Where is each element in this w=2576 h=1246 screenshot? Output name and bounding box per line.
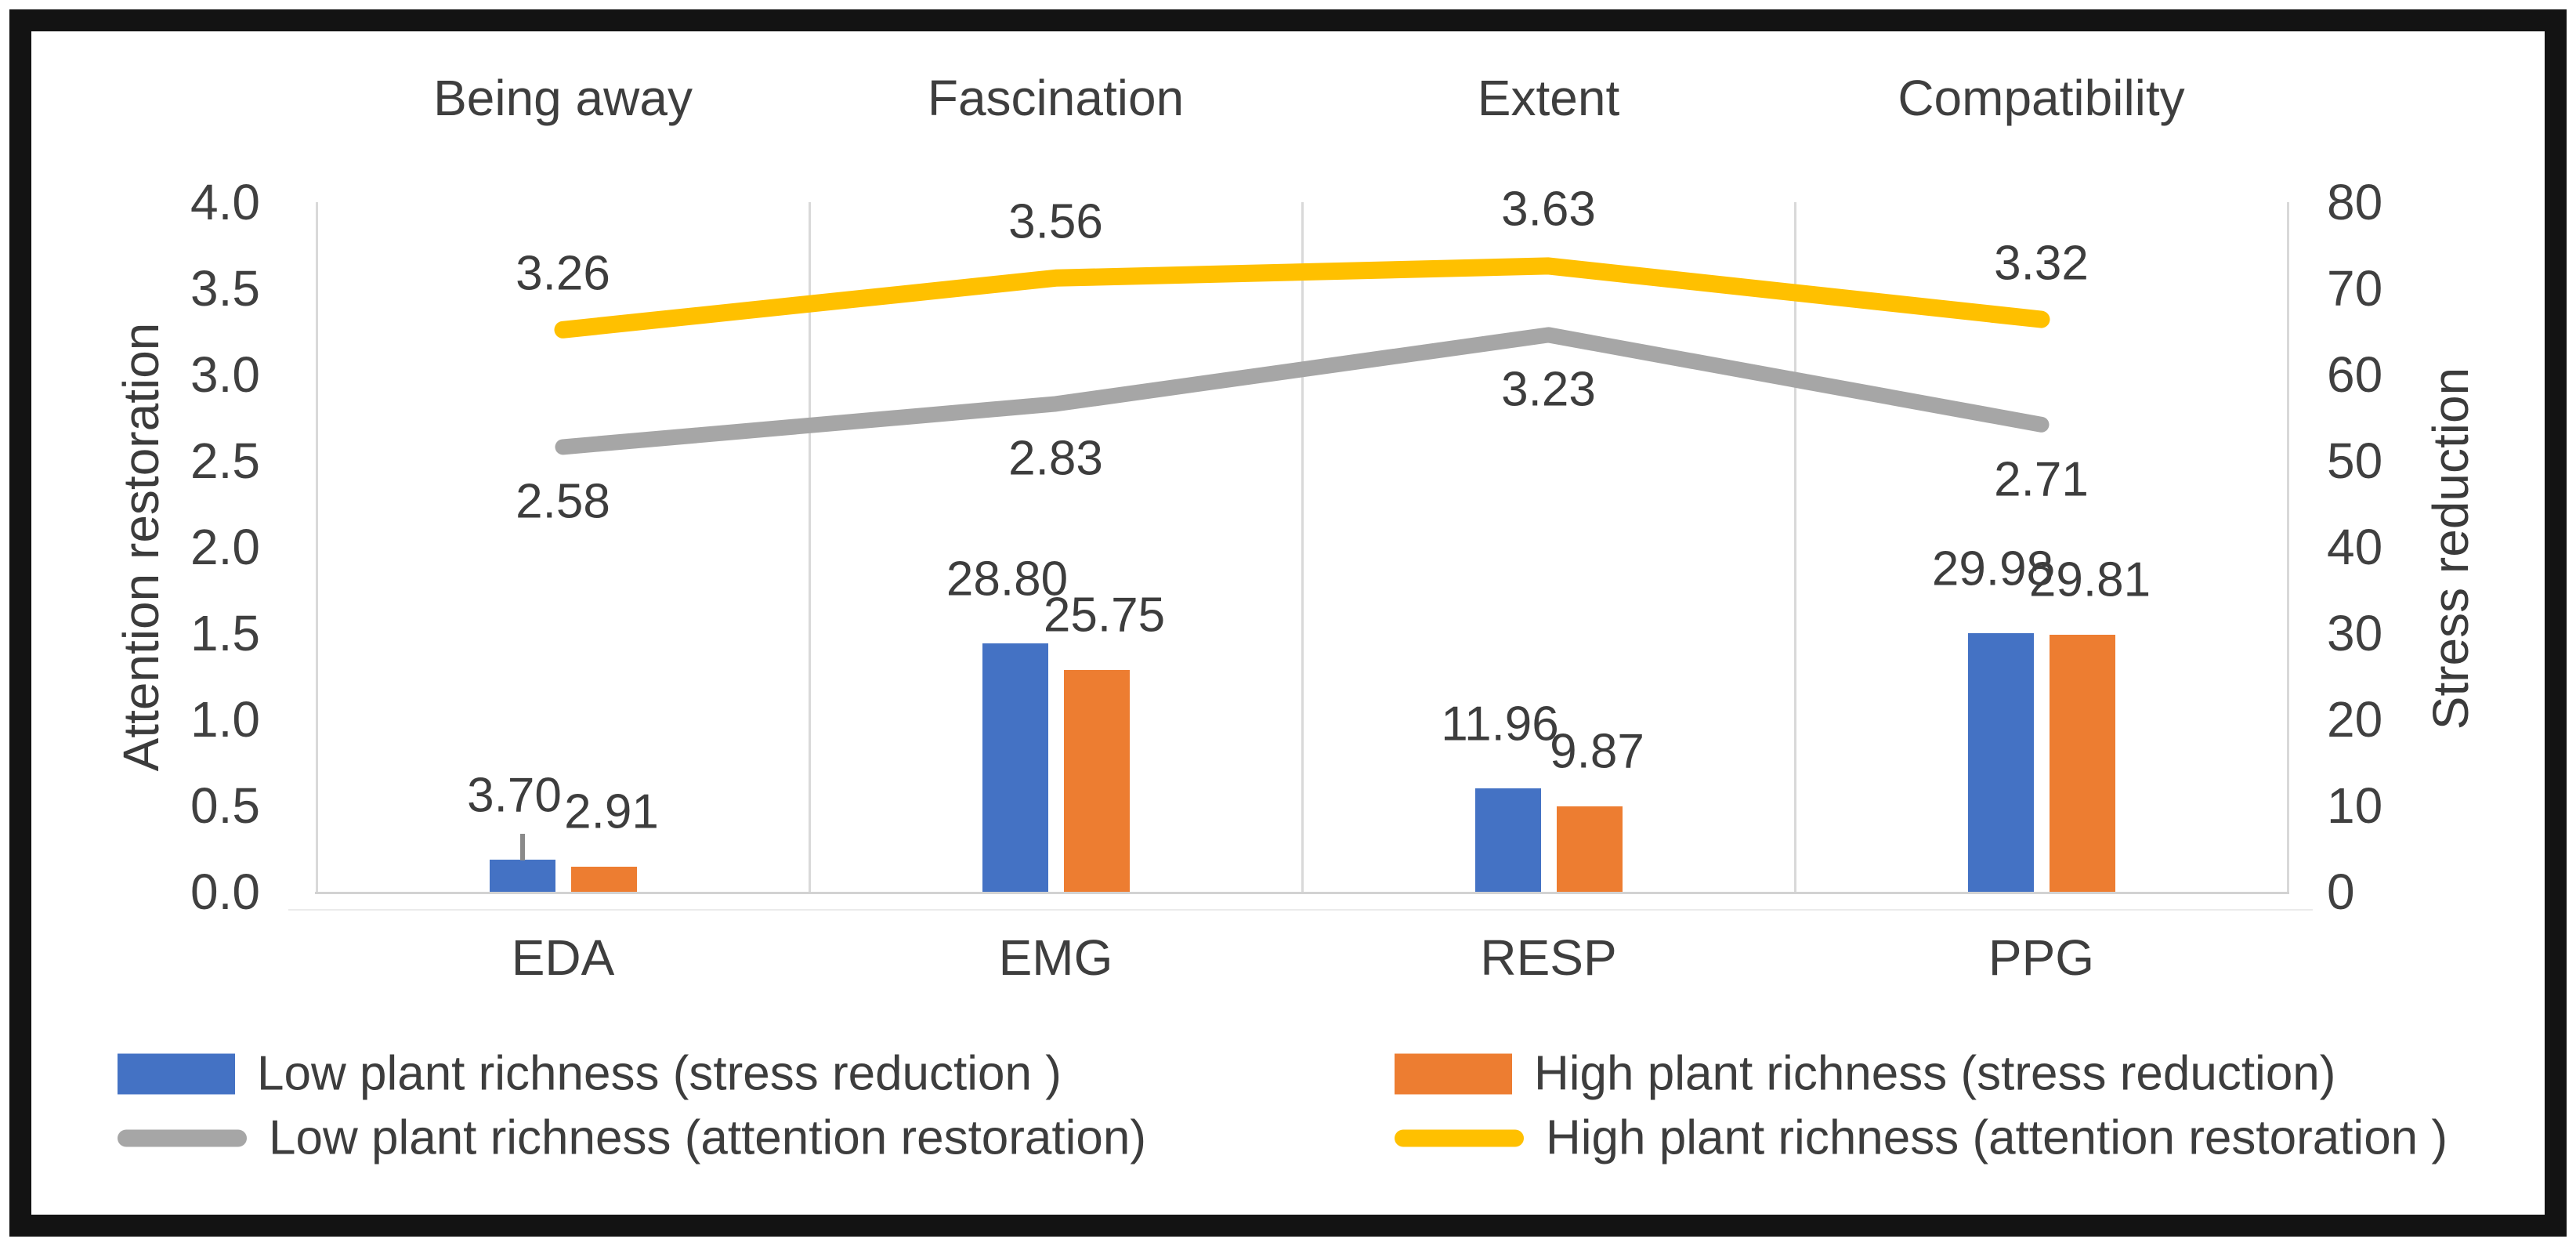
bar-low-plant-richness-stress-reduction-ppg <box>1967 633 2034 892</box>
legend-label: Low plant richness (attention restoratio… <box>269 1110 1147 1165</box>
x-axis-line <box>315 892 2289 894</box>
bar-low-plant-richness-stress-reduction-eda <box>489 860 555 892</box>
x-axis-label-ppg: PPG <box>1988 929 2095 986</box>
bar-low-plant-richness-stress-reduction-emg <box>982 643 1048 892</box>
left-axis-tick-1.0: 1.0 <box>190 691 260 748</box>
x-axis-label-resp: RESP <box>1480 929 1617 986</box>
left-axis-tick-1.5: 1.5 <box>190 605 260 661</box>
bar-high-plant-richness-stress-reduction-resp <box>1556 806 1623 892</box>
vertical-gridline <box>316 202 318 892</box>
legend-line-swatch-low-plant-richness-attention-restoration <box>118 1129 247 1146</box>
legend-bar-swatch-high-plant-richness-stress-reduction <box>1395 1053 1512 1094</box>
left-axis-tick-2.5: 2.5 <box>190 433 260 489</box>
vertical-gridline <box>809 202 811 892</box>
legend-item-low-plant-richness-stress-reduction: Low plant richness (stress reduction ) <box>118 1046 1062 1102</box>
bar-value-low-plant-richness-stress-reduction-resp: 11.96 <box>1441 697 1559 752</box>
right-axis-tick-70: 70 <box>2327 260 2383 317</box>
x-axis-label-eda: EDA <box>511 929 615 986</box>
right-axis-tick-0: 0 <box>2327 864 2355 920</box>
bar-value-high-plant-richness-stress-reduction-resp: 9.87 <box>1550 724 1644 779</box>
left-axis-tick-3.0: 3.0 <box>190 346 260 403</box>
line-low-plant-richness-attention-restoration <box>555 327 2050 455</box>
left-axis-title: Attention restoration <box>113 322 169 772</box>
legend-label: High plant richness (attention restorati… <box>1546 1110 2448 1165</box>
left-axis-tick-4.0: 4.0 <box>190 174 260 230</box>
construct-label-being-away: Being away <box>433 70 693 126</box>
right-axis-tick-20: 20 <box>2327 691 2383 748</box>
vertical-gridline <box>2287 202 2289 892</box>
plot-bottom-edge <box>288 909 2313 911</box>
legend-label: High plant richness (stress reduction) <box>1534 1046 2336 1101</box>
bar-low-plant-richness-stress-reduction-resp <box>1474 788 1541 892</box>
right-axis-tick-40: 40 <box>2327 519 2383 575</box>
left-axis-tick-2.0: 2.0 <box>190 519 260 575</box>
bar-value-high-plant-richness-stress-reduction-emg: 25.75 <box>1043 588 1166 643</box>
right-axis-tick-60: 60 <box>2327 346 2383 403</box>
bar-value-low-plant-richness-stress-reduction-ppg: 29.98 <box>1931 542 2054 596</box>
left-axis-tick-0.0: 0.0 <box>190 864 260 920</box>
right-axis-title: Stress reduction <box>2422 367 2479 730</box>
legend-bar-swatch-low-plant-richness-stress-reduction <box>118 1053 235 1094</box>
right-axis-tick-80: 80 <box>2327 174 2383 230</box>
point-value-high-plant-richness-attention-restoration-eda: 3.26 <box>516 246 610 301</box>
bar-value-low-plant-richness-stress-reduction-eda: 3.70 <box>467 768 562 823</box>
legend-label: Low plant richness (stress reduction ) <box>257 1046 1062 1101</box>
legend-item-high-plant-richness-stress-reduction: High plant richness (stress reduction) <box>1395 1046 2335 1102</box>
bar-high-plant-richness-stress-reduction-emg <box>1063 669 1130 892</box>
left-axis-tick-3.5: 3.5 <box>190 260 260 317</box>
legend-item-high-plant-richness-attention-restoration: High plant richness (attention restorati… <box>1395 1110 2448 1166</box>
lines-layer <box>554 257 2050 455</box>
point-value-low-plant-richness-attention-restoration-emg: 2.83 <box>1008 431 1103 486</box>
bar-value-low-plant-richness-stress-reduction-emg: 28.80 <box>946 552 1069 607</box>
bar-value-high-plant-richness-stress-reduction-eda: 2.91 <box>564 784 659 839</box>
bar-value-high-plant-richness-stress-reduction-ppg: 29.81 <box>2028 552 2151 607</box>
bar-high-plant-richness-stress-reduction-eda <box>570 866 637 892</box>
legend-item-low-plant-richness-attention-restoration: Low plant richness (attention restoratio… <box>118 1110 1146 1166</box>
construct-label-compatibility: Compatibility <box>1898 70 2185 126</box>
point-value-high-plant-richness-attention-restoration-ppg: 3.32 <box>1994 236 2089 291</box>
legend-line-swatch-high-plant-richness-attention-restoration <box>1395 1129 1524 1146</box>
right-axis-tick-50: 50 <box>2327 433 2383 489</box>
line-high-plant-richness-attention-restoration <box>554 257 2050 339</box>
eda-error-bar-tick <box>519 834 525 861</box>
right-axis-tick-10: 10 <box>2327 777 2383 834</box>
construct-label-fascination: Fascination <box>927 70 1185 126</box>
construct-label-extent: Extent <box>1477 70 1620 126</box>
point-value-low-plant-richness-attention-restoration-ppg: 2.71 <box>1994 452 2089 507</box>
vertical-gridline <box>1794 202 1796 892</box>
x-axis-label-emg: EMG <box>998 929 1113 986</box>
point-value-high-plant-richness-attention-restoration-emg: 3.56 <box>1008 194 1103 249</box>
vertical-gridline <box>1301 202 1304 892</box>
left-axis-tick-0.5: 0.5 <box>190 777 260 834</box>
point-value-low-plant-richness-attention-restoration-resp: 3.23 <box>1501 362 1596 417</box>
point-value-low-plant-richness-attention-restoration-eda: 2.58 <box>516 474 610 529</box>
bar-high-plant-richness-stress-reduction-ppg <box>2049 635 2115 892</box>
right-axis-tick-30: 30 <box>2327 605 2383 661</box>
point-value-high-plant-richness-attention-restoration-resp: 3.63 <box>1501 182 1596 237</box>
